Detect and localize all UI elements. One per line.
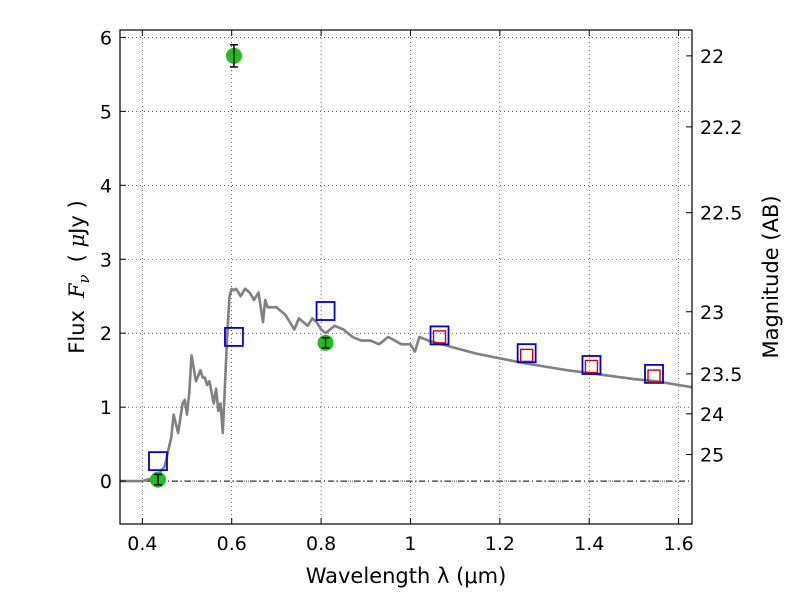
y-axis-label-nu: ν — [75, 274, 93, 283]
y-axis-label-f: F — [65, 282, 89, 299]
mag-tick-label: 24 — [700, 404, 724, 426]
mag-tick-label: 22 — [700, 46, 724, 68]
y-tick-label: 1 — [100, 397, 112, 419]
mag-tick-label: 25 — [700, 444, 724, 466]
x-tick-label: 0.6 — [217, 533, 247, 555]
blue-square-marker — [148, 451, 168, 472]
y-axis-label-mu: μ — [65, 234, 89, 248]
x-tick-label: 1.6 — [663, 533, 693, 555]
y-tick-label: 4 — [100, 175, 112, 197]
y-tick-label: 3 — [100, 249, 112, 271]
y-tick-label: 2 — [100, 323, 112, 345]
x-axis-label: Wavelength λ (μm) — [306, 564, 507, 588]
y-tick-label: 5 — [100, 101, 112, 123]
red-square-marker — [584, 359, 599, 374]
y-tick-label: 6 — [100, 27, 112, 49]
right-axis-label: Magnitude (AB) — [759, 195, 783, 358]
model-sed-line — [120, 287, 693, 483]
red-square-marker — [647, 369, 661, 383]
y-tick-label: 0 — [100, 471, 112, 493]
x-tick-label: 1.4 — [574, 533, 604, 555]
x-tick-label: 1.2 — [485, 533, 515, 555]
blue-square-marker — [429, 325, 450, 346]
red-square-marker — [432, 330, 447, 344]
mag-tick-label: 23 — [700, 302, 724, 324]
x-tick-label: 0.8 — [306, 533, 336, 555]
y-axis-label-flux: Flux — [65, 310, 89, 354]
blue-square-marker — [516, 343, 537, 364]
blue-square-marker — [581, 355, 602, 375]
blue-square-marker — [644, 363, 664, 384]
plot-frame — [119, 29, 693, 525]
x-tick-label: 0.4 — [127, 533, 157, 555]
y-axis-label: Flux Fν ( μJy ) — [65, 200, 93, 353]
plot-background — [120, 30, 692, 524]
y-axis-label-unit: Jy ) — [65, 200, 89, 236]
mag-tick-label: 23.5 — [700, 364, 742, 386]
markers-layer — [148, 44, 664, 488]
red-square-marker — [519, 348, 534, 363]
model-sed-layer — [120, 287, 693, 483]
blue-square-marker — [224, 327, 244, 347]
x-tick-label: 1 — [404, 533, 416, 555]
mag-tick-label: 22.5 — [700, 203, 742, 225]
mag-tick-label: 22.2 — [700, 117, 742, 139]
blue-square-marker — [315, 301, 336, 321]
grid — [120, 30, 692, 524]
y-axis-label-open: ( — [65, 247, 89, 262]
ticks: 0.4 0.6 0.8 1 1.2 1.4 1.601234562222.222.52323… — [100, 27, 742, 555]
